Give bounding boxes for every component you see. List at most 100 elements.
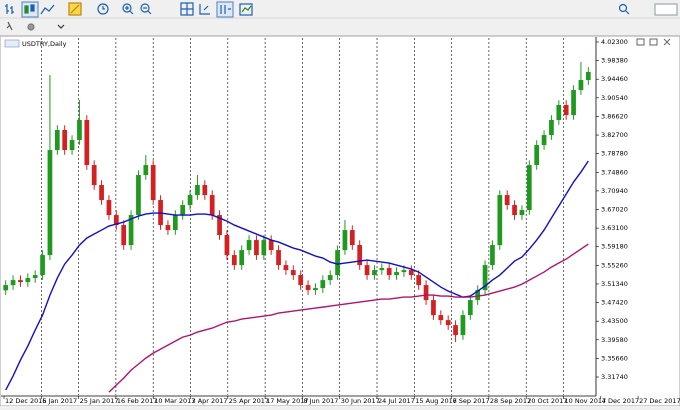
autoscroll-button[interactable] [216,1,234,18]
candle-chart-button[interactable] [21,1,39,18]
candle-body [10,280,16,286]
y-tick-label: 3.63100 [601,224,628,232]
zoom-out-button[interactable] [140,3,152,15]
candle-body [372,270,377,276]
chart-window [0,35,680,407]
candle-body [512,205,517,216]
x-tick-label: 8 Jun 2017 [303,397,338,405]
close-button[interactable] [663,38,671,46]
candle-body [128,215,134,246]
x-tick-label: 10 Nov 2017 [565,397,607,405]
candle-body [40,255,45,276]
bar-chart-button[interactable] [5,4,14,14]
y-tick-label: 4.02300 [601,38,628,46]
candle-body [180,205,186,216]
line-chart-button[interactable] [40,4,55,15]
candle-body [504,195,510,206]
candle-body [327,275,333,281]
candle-body [342,230,348,251]
candle-body [150,165,156,201]
y-tick-label: 3.47420 [601,299,628,307]
x-tick-label: 27 Dec 2017 [639,397,680,405]
candle-body [195,185,200,196]
scroll-button[interactable] [199,4,210,15]
candle-body [217,215,222,236]
candle-body [394,272,399,276]
x-tick-label: 28 Sep 2017 [490,397,531,405]
crosshair-button[interactable] [6,21,13,31]
candle-body [445,320,451,326]
candle-body [298,275,304,286]
indicator-button[interactable] [68,2,82,16]
candle-body [386,268,392,276]
toolbar-row [5,1,678,18]
candle-body [106,200,112,216]
period-button[interactable] [97,3,109,15]
candle-body [490,245,495,266]
candle-body [549,119,554,136]
moving-average-line [108,243,589,393]
x-tick-label: 16 Feb 2017 [117,397,157,405]
candle-body [519,210,525,216]
candle-body [467,300,473,316]
y-tick-label: 3.35660 [601,354,628,362]
candle-body [69,140,75,151]
y-tick-label: 3.90540 [601,94,628,102]
candle-body [460,315,466,336]
candle-body [408,270,414,276]
candle-body [556,104,562,120]
candle-body [47,150,53,256]
y-tick-label: 3.55260 [601,261,628,269]
tile-windows-button[interactable] [180,2,194,16]
candle-body [563,104,569,116]
candle-body [77,119,82,141]
y-tick-label: 3.43500 [601,317,628,325]
candle-body [224,235,230,256]
object-button[interactable] [27,23,35,31]
search-button[interactable] [618,3,630,15]
y-tick-label: 3.74860 [601,168,628,176]
y-tick-label: 3.39580 [601,336,628,344]
x-tick-label: 4 Dec 2017 [602,397,639,405]
candle-body [165,225,171,231]
candle-body [438,315,444,321]
candle-body [305,285,311,291]
candle-body [99,185,104,201]
candle-body [32,275,38,279]
x-tick-label: 6 Sep 2017 [453,397,490,405]
maximize-button[interactable] [649,38,658,46]
candle-body [18,280,23,283]
candle-body [172,215,178,231]
candle-body [401,270,407,273]
candle-body [283,265,289,271]
minimize-button[interactable] [636,38,645,46]
chart-title: USDTRY,Daily [22,40,67,48]
candle-body [423,285,429,301]
x-tick-label: 15 Aug 2017 [415,397,457,405]
template-button[interactable] [239,3,253,16]
candle-body [320,280,326,289]
y-tick-label: 3.86620 [601,112,628,120]
candle-body [54,130,60,151]
candle-body [349,230,355,246]
candle-body [136,175,141,216]
y-tick-label: 3.31740 [601,373,628,381]
x-tick-label: 25 Jan 2017 [80,397,119,405]
y-tick-label: 3.51340 [601,280,628,288]
candle-body [276,250,281,266]
x-tick-label: 5 Jan 2017 [42,397,77,405]
search-field[interactable] [654,3,678,16]
candle-body [84,119,90,166]
x-tick-label: 30 Jun 2017 [341,397,380,405]
toolbar-row [6,21,65,31]
candle-body [143,165,149,176]
candle-body [246,240,252,251]
candle-body [25,278,31,283]
dropdown-button[interactable] [57,24,65,29]
candle-body [482,265,488,291]
x-tick-label: 17 May 2017 [266,397,308,405]
candle-body [202,185,208,196]
candle-body [431,300,436,316]
zoom-in-button[interactable] [122,3,134,15]
candle-body [231,255,237,266]
